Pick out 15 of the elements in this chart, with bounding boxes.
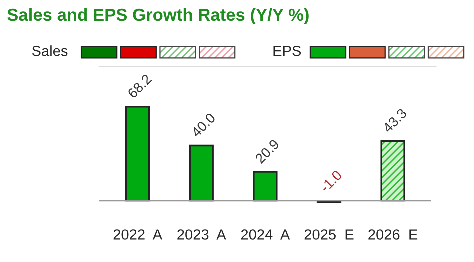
bar [189, 144, 214, 202]
x-tick-label: 2025 E [304, 230, 354, 240]
legend-label: EPS [274, 46, 302, 56]
data-label: 40.0 [190, 112, 216, 138]
data-label: -1.0 [320, 170, 343, 193]
x-tick-label: 2022 A [114, 230, 163, 240]
bar [253, 171, 278, 202]
x-tick-label: 2026 E [368, 230, 418, 240]
data-label: 68.2 [127, 74, 152, 99]
legend-label: Sales [32, 46, 68, 56]
x-tick-label: 2023 A [178, 230, 226, 240]
x-tick-label: 2024 A [241, 230, 290, 240]
chart-title: Sales and EPS Growth Rates (Y/Y %) [8, 8, 309, 25]
bar [126, 106, 150, 202]
data-label: 43.3 [382, 108, 408, 134]
